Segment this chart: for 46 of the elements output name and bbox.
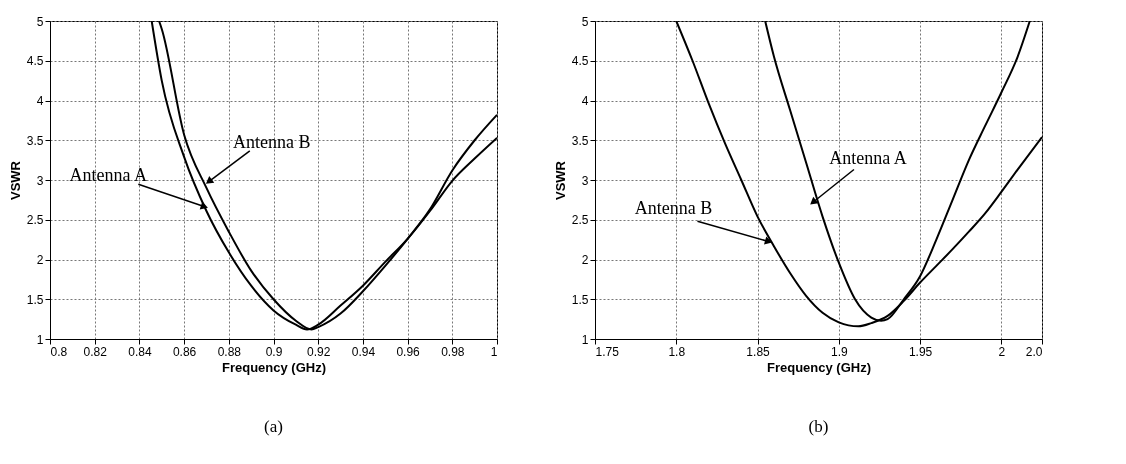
x-tick-label: 0.98: [441, 344, 465, 359]
y-tick-label: 3: [36, 173, 44, 188]
text: (b): [808, 417, 829, 436]
y-tick-label: 4.5: [571, 54, 589, 69]
x-tick-label: 0.96: [396, 344, 421, 359]
x-tick-label: 2.0: [1025, 344, 1043, 359]
x-tick-label: 0.8: [50, 344, 68, 359]
x-tick-label: 1.95: [908, 344, 933, 359]
y-tick-label: 2: [581, 253, 589, 267]
annotation: Antenna B: [634, 198, 713, 219]
y-tick-label: 3.5: [571, 133, 589, 148]
x-tick-label: 0.82: [83, 344, 108, 359]
x-tick-label: 1.75: [595, 344, 620, 359]
y-tick-label: 3.5: [26, 133, 44, 148]
annotation: Antenna A: [69, 165, 148, 186]
x-tick-label: 0.86: [172, 344, 197, 359]
y-tick-label: 4: [581, 94, 589, 108]
y-axis-title: VSWR: [552, 160, 568, 200]
x-tick-label: 1.8: [668, 344, 686, 359]
x-tick-label: 0.88: [217, 344, 242, 359]
y-tick-label: 3: [581, 173, 589, 188]
y-axis-title: VSWR: [7, 160, 23, 200]
y-tick-label: 2: [36, 253, 44, 267]
x-tick-label: 1.9: [830, 344, 848, 359]
y-tick-label: 5: [36, 14, 44, 29]
y-tick-label: 1: [581, 332, 589, 347]
x-tick-label: 0.94: [351, 344, 376, 359]
x-tick-label: 0.92: [307, 344, 331, 359]
annotation: Antenna B: [233, 131, 311, 152]
y-tick-label: 4: [36, 94, 44, 108]
text: (a): [264, 417, 283, 436]
y-tick-label: 2.5: [571, 213, 589, 228]
y-tick-label: 5: [581, 14, 589, 29]
x-axis-title: Frequency (GHz): [766, 359, 872, 375]
x-tick-label: 1: [490, 344, 498, 359]
annotation: Antenna A: [829, 148, 907, 169]
y-tick-label: 1: [36, 332, 44, 347]
y-tick-label: 2.5: [26, 213, 44, 228]
x-axis-title: Frequency (GHz): [221, 359, 327, 375]
x-tick-label: 0.9: [265, 344, 283, 359]
x-tick-label: 2: [998, 344, 1006, 359]
x-tick-label: 0.84: [128, 344, 152, 359]
y-tick-label: 1.5: [26, 292, 44, 307]
y-tick-label: 1.5: [571, 292, 589, 307]
x-tick-label: 1.85: [746, 344, 771, 359]
y-tick-label: 4.5: [26, 54, 44, 69]
